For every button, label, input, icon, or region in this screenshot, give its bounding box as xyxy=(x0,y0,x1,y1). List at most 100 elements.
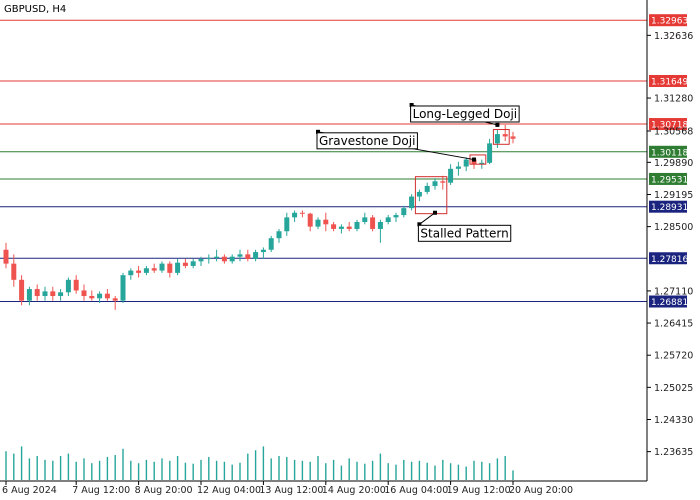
annotation-anchor xyxy=(316,129,320,134)
price-tick-label: 1.32636 xyxy=(654,31,693,42)
bearish-candle xyxy=(502,134,508,137)
bullish-candle xyxy=(58,292,64,296)
price-tick-label: 1.30568 xyxy=(654,126,693,137)
bearish-candle xyxy=(471,159,477,165)
bullish-candle xyxy=(362,217,368,222)
bearish-candle xyxy=(89,296,95,299)
bullish-candle xyxy=(253,252,259,259)
volume-bars xyxy=(5,446,514,480)
bullish-candle xyxy=(276,231,282,239)
bullish-candle xyxy=(487,143,493,163)
bearish-candle xyxy=(245,254,251,259)
annotation-label: Stalled Pattern xyxy=(420,226,508,240)
bullish-candle xyxy=(190,261,196,266)
bullish-candle xyxy=(416,191,422,197)
pattern-box xyxy=(469,154,487,165)
bullish-candle xyxy=(206,258,212,260)
bearish-candle xyxy=(104,293,110,299)
bullish-candle xyxy=(175,262,181,273)
level-price-tag xyxy=(649,172,687,185)
chart-title: GBPUSD, H4 xyxy=(4,4,66,15)
bearish-candle xyxy=(182,262,188,266)
annotation-label-box xyxy=(410,105,520,123)
level-price-tag-text: 1.28931 xyxy=(651,203,688,213)
bullish-candle xyxy=(494,134,500,144)
bullish-candle xyxy=(159,263,165,271)
level-price-tag-text: 1.30718 xyxy=(651,121,688,131)
bearish-candle xyxy=(440,181,446,183)
bullish-candle xyxy=(292,212,298,218)
level-price-tag xyxy=(649,74,687,87)
bullish-candle xyxy=(463,159,469,167)
bullish-candle xyxy=(260,249,266,253)
level-price-tag xyxy=(649,200,687,213)
bullish-candle xyxy=(26,289,32,301)
bullish-candle xyxy=(354,222,360,229)
level-price-tag-text: 1.27816 xyxy=(651,255,688,265)
bullish-candle xyxy=(338,226,344,229)
time-tick-label: 16 Aug 04:00 xyxy=(384,485,448,496)
bullish-candle xyxy=(214,256,220,259)
bearish-candle xyxy=(73,279,79,291)
bearish-candle xyxy=(167,263,173,273)
time-tick-label: 13 Aug 12:00 xyxy=(259,485,323,496)
bullish-candle xyxy=(284,217,290,232)
bearish-candle xyxy=(136,270,142,273)
price-tick-label: 1.23635 xyxy=(654,447,693,458)
bullish-candle xyxy=(377,222,383,229)
bearish-candle xyxy=(112,298,118,301)
level-price-tag xyxy=(649,145,687,158)
level-price-tag-text: 1.32963 xyxy=(651,17,688,27)
time-tick-label: 8 Aug 20:00 xyxy=(135,485,193,496)
candles xyxy=(3,124,516,310)
price-tick-label: 1.26415 xyxy=(654,319,693,330)
level-price-tag xyxy=(649,118,687,131)
bullish-candle xyxy=(128,270,134,276)
bearish-candle xyxy=(370,217,376,229)
bearish-candle xyxy=(331,224,337,229)
pattern-box xyxy=(414,176,448,215)
bearish-candle xyxy=(221,256,227,262)
bearish-candle xyxy=(50,291,56,296)
bearish-candle xyxy=(151,268,157,271)
bullish-candle xyxy=(455,166,461,169)
bullish-candle xyxy=(120,275,126,301)
bullish-candle xyxy=(97,293,103,299)
annotation-anchor xyxy=(409,102,414,107)
time-tick-label: 6 Aug 2024 xyxy=(2,485,57,496)
bullish-candle xyxy=(385,217,391,222)
time-tick-label: 12 Aug 04:00 xyxy=(197,485,261,496)
level-price-tag xyxy=(649,295,687,308)
price-tick-label: 1.24330 xyxy=(654,415,693,426)
bearish-candle xyxy=(307,213,313,227)
annotations: Long-Legged Doji Gravestone Doji Stalled P… xyxy=(316,102,520,242)
time-tick-label: 19 Aug 12:00 xyxy=(447,485,511,496)
bearish-candle xyxy=(34,289,40,296)
bullish-candle xyxy=(237,254,243,257)
bullish-candle xyxy=(268,238,274,250)
bullish-candle xyxy=(432,181,438,186)
level-price-tag-text: 1.31649 xyxy=(651,77,688,87)
bearish-candle xyxy=(299,212,305,214)
level-price-tag-text: 1.26881 xyxy=(651,298,688,308)
bullish-candle xyxy=(229,256,235,262)
price-axis: 1.32963 1.31649 1.30718 1.30118 1.29531 1.289… xyxy=(647,14,693,458)
bearish-candle xyxy=(323,219,329,225)
bullish-candle xyxy=(65,279,71,293)
bullish-candle xyxy=(143,268,149,273)
bearish-candle xyxy=(3,249,9,264)
bullish-candle xyxy=(42,291,48,296)
bearish-candle xyxy=(346,226,352,229)
bullish-candle xyxy=(479,162,485,165)
price-tick-label: 1.28500 xyxy=(654,222,693,233)
annotation-label: Long-Legged Doji xyxy=(413,107,518,121)
bearish-candle xyxy=(81,290,87,296)
bearish-candle xyxy=(510,136,516,139)
price-tick-label: 1.29195 xyxy=(654,190,693,201)
bearish-candle xyxy=(19,279,25,301)
level-price-tag-text: 1.29531 xyxy=(651,175,688,185)
bullish-candle xyxy=(198,259,204,262)
price-tick-label: 1.25720 xyxy=(654,351,693,362)
annotation-leader xyxy=(419,212,436,225)
level-price-tag-text: 1.30118 xyxy=(651,148,688,158)
